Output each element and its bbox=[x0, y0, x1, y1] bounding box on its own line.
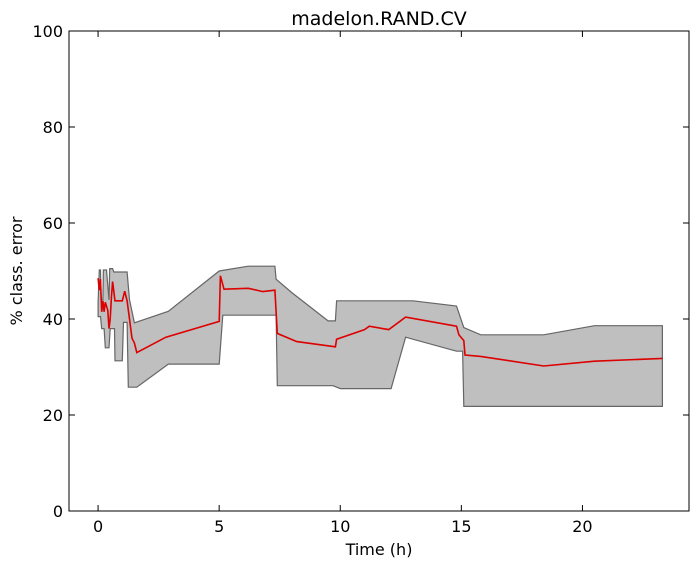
axis-ticks: 0 5 10 15 20 0 20 40 60 80 100 bbox=[32, 22, 689, 536]
y-tick-label: 100 bbox=[32, 22, 63, 41]
y-tick-label: 0 bbox=[53, 502, 63, 521]
x-tick-label: 10 bbox=[330, 517, 350, 536]
x-tick-label: 5 bbox=[214, 517, 224, 536]
x-tick-label: 15 bbox=[451, 517, 471, 536]
x-axis-label: Time (h) bbox=[345, 540, 413, 559]
y-tick-label: 80 bbox=[43, 118, 63, 137]
mean-error-line bbox=[97, 275, 663, 367]
chart-title: madelon.RAND.CV bbox=[291, 8, 466, 30]
y-tick-label: 20 bbox=[43, 406, 63, 425]
y-tick-label: 60 bbox=[43, 214, 63, 233]
x-tick-label: 20 bbox=[572, 517, 592, 536]
error-band-area bbox=[97, 265, 663, 407]
x-tick-label: 0 bbox=[93, 517, 103, 536]
plot-area bbox=[97, 265, 663, 407]
y-tick-label: 40 bbox=[43, 310, 63, 329]
plot-frame bbox=[68, 30, 690, 512]
y-axis-label: % class. error bbox=[7, 216, 26, 325]
